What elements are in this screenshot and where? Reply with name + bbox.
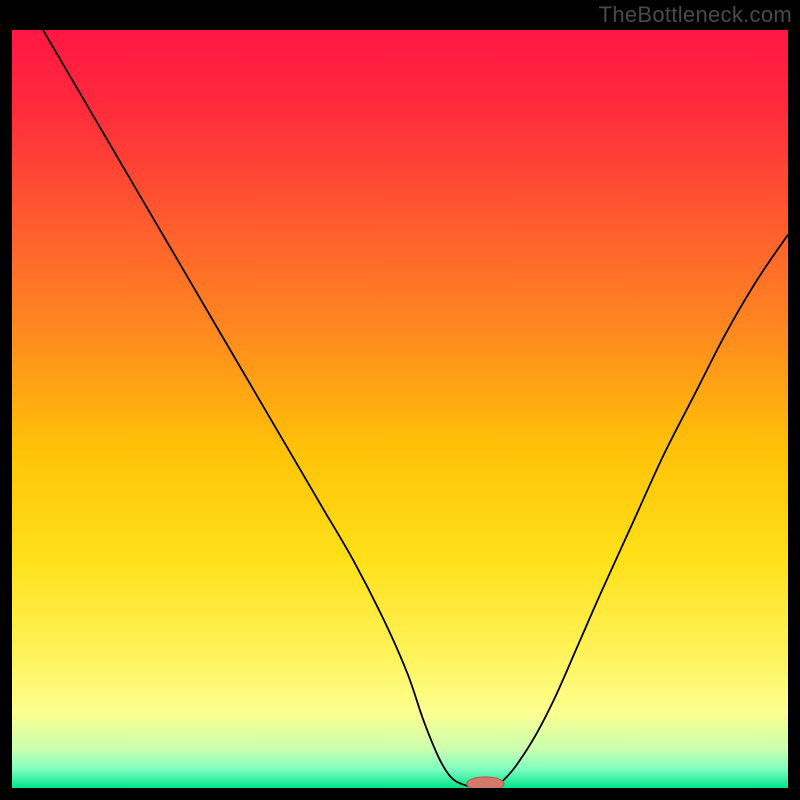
bottleneck-chart	[12, 30, 788, 788]
chart-svg	[12, 30, 788, 788]
chart-frame: TheBottleneck.com	[0, 0, 800, 800]
gradient-background	[12, 30, 788, 788]
watermark-text: TheBottleneck.com	[599, 2, 792, 28]
optimal-marker	[467, 777, 504, 788]
